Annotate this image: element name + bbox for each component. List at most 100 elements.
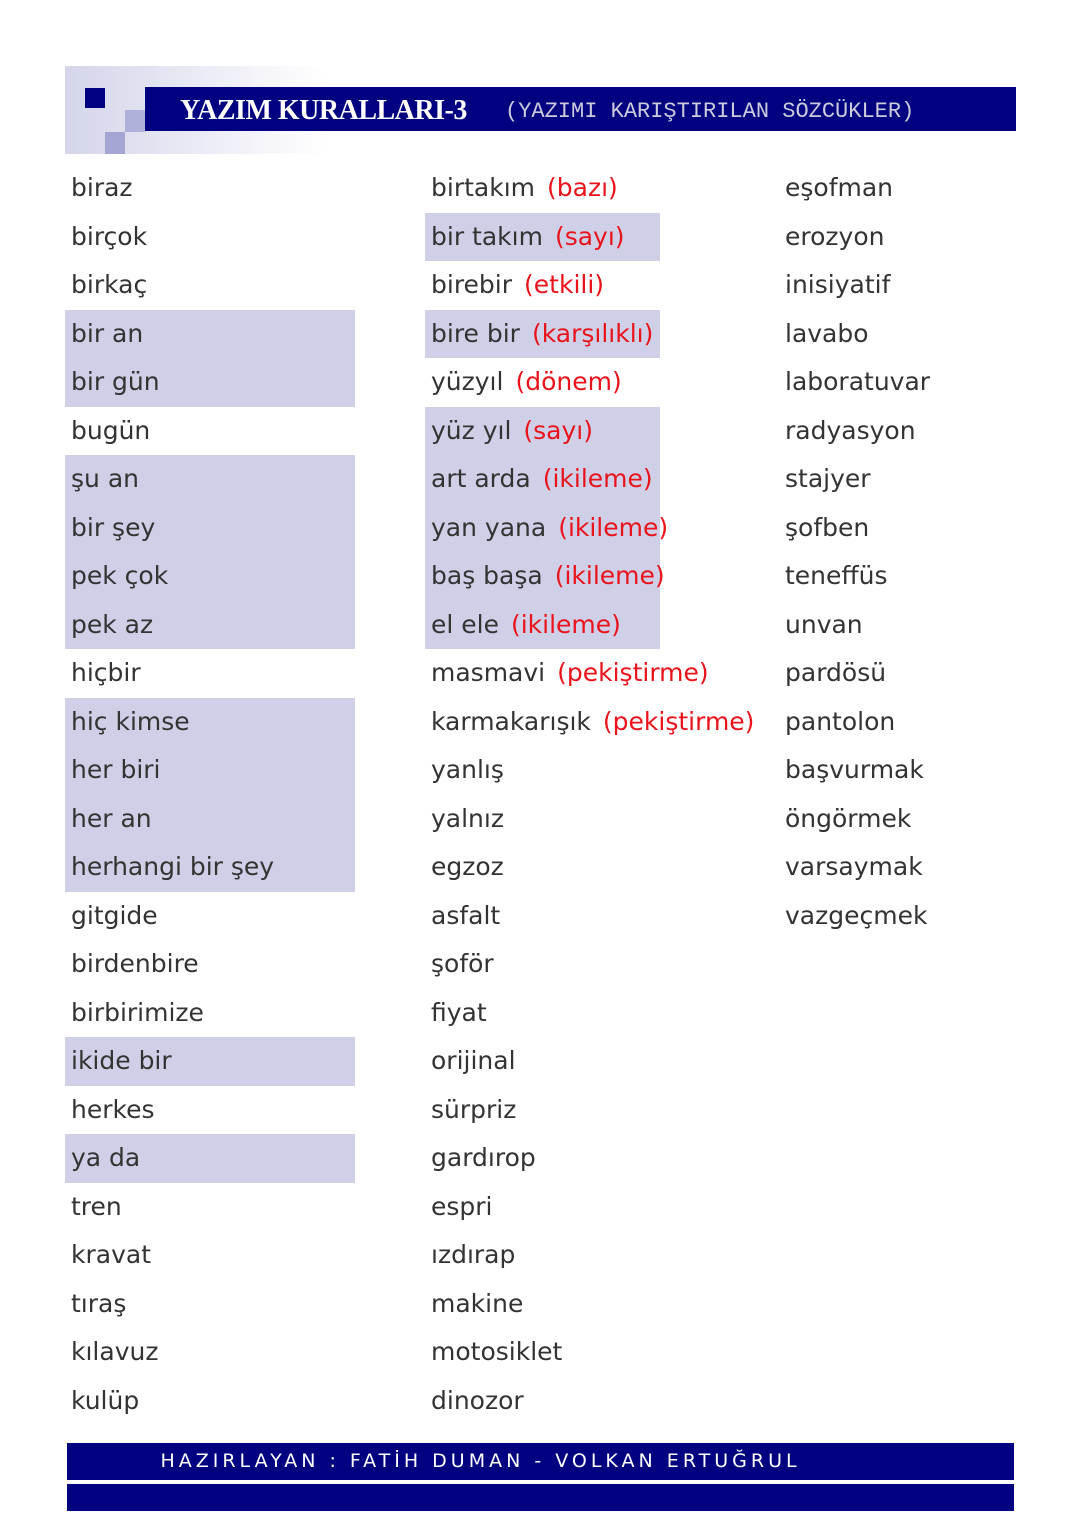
word-text: yan yana bbox=[431, 512, 547, 542]
word-row: karmakarışık (pekiştirme) bbox=[425, 698, 755, 747]
word-row: pek çok bbox=[65, 552, 355, 601]
word-text: makine bbox=[431, 1288, 524, 1318]
word-row: inisiyatif bbox=[779, 261, 1039, 310]
word-text: erozyon bbox=[785, 221, 885, 251]
word-row: radyasyon bbox=[779, 407, 1039, 456]
word-text: birçok bbox=[71, 221, 148, 251]
word-row: pek az bbox=[65, 600, 355, 649]
word-text: şoför bbox=[431, 949, 494, 978]
word-row: şu an bbox=[65, 455, 355, 504]
word-row: orijinal bbox=[425, 1037, 755, 1086]
word-row: ya da bbox=[65, 1134, 355, 1183]
word-row: herhangi bir şey bbox=[65, 843, 355, 892]
word-row: bir takım (sayı) bbox=[425, 212, 660, 261]
word-row: erozyon bbox=[779, 213, 1039, 262]
word-row: tren bbox=[65, 1183, 355, 1232]
word-text: eşofman bbox=[785, 173, 894, 202]
word-text: ya da bbox=[71, 1143, 141, 1172]
word-text: hiçbir bbox=[71, 658, 141, 687]
word-row: şoför bbox=[425, 940, 755, 989]
word-row: ızdırap bbox=[425, 1231, 755, 1280]
word-text: gardırop bbox=[431, 1143, 536, 1172]
word-text: yalnız bbox=[431, 803, 504, 833]
word-text: tıraş bbox=[71, 1288, 127, 1318]
footer-authors: HAZIRLAYAN : FATİH DUMAN - VOLKAN ERTUĞR… bbox=[160, 1450, 801, 1472]
word-text: yüz yıl bbox=[431, 415, 512, 445]
word-text: asfalt bbox=[431, 900, 501, 930]
word-text: birbirimize bbox=[71, 997, 204, 1027]
word-note: (ikileme) bbox=[542, 464, 653, 493]
header-square-icon bbox=[105, 132, 125, 154]
word-note: (sayı) bbox=[523, 415, 593, 445]
word-row: her an bbox=[65, 794, 355, 843]
word-text: masmavi bbox=[431, 658, 546, 687]
word-row: her biri bbox=[65, 746, 355, 795]
word-text: orijinal bbox=[431, 1046, 516, 1075]
footer-bar-bottom bbox=[67, 1484, 1014, 1511]
word-row: hiç kimse bbox=[65, 697, 355, 746]
word-text: pantolon bbox=[785, 706, 896, 736]
word-row: makine bbox=[425, 1280, 755, 1329]
word-row: asfalt bbox=[425, 892, 755, 941]
word-text: varsaymak bbox=[785, 852, 923, 881]
word-text: lavabo bbox=[785, 318, 869, 348]
word-text: pardösü bbox=[785, 658, 887, 687]
word-row: gardırop bbox=[425, 1134, 755, 1183]
word-row: art arda (ikileme) bbox=[425, 455, 660, 504]
word-column-2: birtakım (bazı) bir takım (sayı) birebir (etk… bbox=[425, 164, 755, 1425]
word-row: baş başa (ikileme) bbox=[425, 552, 665, 601]
word-row: herkes bbox=[65, 1086, 355, 1135]
header-bar bbox=[145, 87, 1016, 131]
word-row: kulüp bbox=[65, 1377, 355, 1426]
word-text: bir gün bbox=[71, 367, 160, 396]
word-row: kravat bbox=[65, 1231, 355, 1280]
footer-bar: HAZIRLAYAN : FATİH DUMAN - VOLKAN ERTUĞR… bbox=[67, 1443, 1014, 1480]
word-row: fiyat bbox=[425, 989, 755, 1038]
word-note: (ikileme) bbox=[558, 512, 669, 542]
word-column-1: biraz birçok birkaç bir an bir gün bugün şu an… bbox=[65, 164, 355, 1425]
word-text: kılavuz bbox=[71, 1337, 159, 1366]
word-row: bir şey bbox=[65, 503, 355, 552]
word-text: her an bbox=[71, 803, 152, 833]
word-text: espri bbox=[431, 1191, 493, 1221]
word-row: el ele (ikileme) bbox=[425, 600, 660, 649]
word-text: ikide bir bbox=[71, 1046, 172, 1075]
word-note: (bazı) bbox=[547, 173, 618, 202]
page-subtitle: (YAZIMI KARIŞTIRILAN SÖZCÜKLER) bbox=[505, 99, 915, 124]
word-row: motosiklet bbox=[425, 1328, 755, 1377]
word-text: teneffüs bbox=[785, 561, 888, 590]
word-row: egzoz bbox=[425, 843, 755, 892]
word-text: şofben bbox=[785, 512, 870, 542]
word-text: el ele bbox=[431, 609, 499, 639]
word-text: radyasyon bbox=[785, 415, 916, 445]
word-text: pek çok bbox=[71, 561, 169, 590]
word-note: (karşılıklı) bbox=[531, 318, 654, 348]
word-note: (ikileme) bbox=[554, 561, 665, 590]
word-text: bir takım bbox=[431, 221, 543, 251]
word-text: birkaç bbox=[71, 270, 148, 299]
word-note: (pekiştirme) bbox=[602, 706, 755, 736]
word-row: teneffüs bbox=[779, 552, 1039, 601]
word-row: birçok bbox=[65, 213, 355, 262]
word-text: motosiklet bbox=[431, 1337, 563, 1366]
word-text: bire bir bbox=[431, 318, 520, 348]
header-square-icon bbox=[125, 110, 145, 132]
word-row: biraz bbox=[65, 164, 355, 213]
word-row: sürpriz bbox=[425, 1086, 755, 1135]
word-text: baş başa bbox=[431, 561, 543, 590]
header-square-icon bbox=[85, 88, 105, 108]
word-text: inisiyatif bbox=[785, 270, 891, 299]
word-row: yüz yıl (sayı) bbox=[425, 406, 660, 455]
word-text: herkes bbox=[71, 1094, 155, 1124]
word-text: yanlış bbox=[431, 755, 504, 784]
word-row: gitgide bbox=[65, 892, 355, 941]
word-text: karmakarışık bbox=[431, 706, 591, 736]
word-text: bir şey bbox=[71, 512, 156, 542]
word-text: pek az bbox=[71, 609, 154, 639]
word-row: birbirimize bbox=[65, 989, 355, 1038]
word-row: birkaç bbox=[65, 261, 355, 310]
word-text: öngörmek bbox=[785, 803, 912, 833]
word-text: şu an bbox=[71, 464, 139, 493]
word-row: şofben bbox=[779, 504, 1039, 553]
word-row: yalnız bbox=[425, 795, 755, 844]
